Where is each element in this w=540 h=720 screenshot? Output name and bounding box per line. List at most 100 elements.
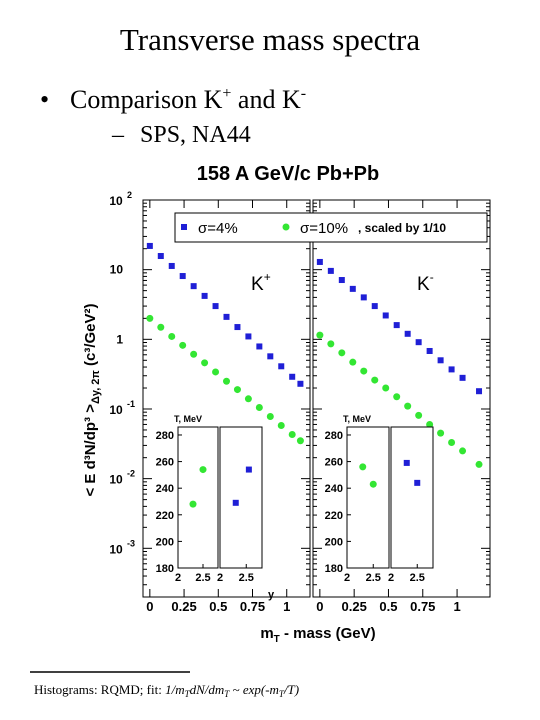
x-axis-label-text: - mass (GeV) <box>280 625 376 642</box>
data-point <box>448 439 456 447</box>
y-tick-label: 10 <box>109 194 123 208</box>
y-tick-label: 280 <box>156 430 174 442</box>
panel: 0 0.25 0.5 0.75 1 K- <box>312 199 491 614</box>
y-tick-sup: -1 <box>127 399 135 409</box>
panel-label-text: K <box>417 274 430 295</box>
data-point <box>371 376 379 384</box>
x-tick-label: 1 <box>453 599 460 614</box>
y-tick-label: 220 <box>156 510 174 522</box>
panel-frame <box>346 426 390 569</box>
footnote-sub: T <box>185 689 191 699</box>
data-point <box>393 393 401 401</box>
x-axis-label-sub: T <box>274 634 280 645</box>
data-point <box>277 421 285 429</box>
data-point <box>327 267 334 274</box>
data-point <box>168 262 175 269</box>
bullet-sup: - <box>301 85 306 102</box>
x-tick-label: 0.25 <box>342 599 367 614</box>
x-axis-label-text: m <box>260 625 273 642</box>
y-tick-label: 240 <box>325 483 343 495</box>
data-point <box>201 359 209 367</box>
data-point <box>426 420 434 428</box>
x-tick-label: 2 <box>217 572 223 584</box>
inset-y-label: T, MeV <box>343 414 371 424</box>
x-tick-label: 0 <box>146 599 153 614</box>
data-point <box>476 388 483 395</box>
panel-label: K+ <box>251 270 271 295</box>
panel: 0 0.25 0.5 0.75 1 10 2 10 1 10 -1 10 -2 10 -3 K+ <box>109 190 311 614</box>
inset-y-label: T, MeV <box>174 414 202 424</box>
legend-label: σ=4% <box>198 220 238 237</box>
x-tick-label: 2.5 <box>195 572 210 584</box>
y-axis-label-text: < E d³N/dp³ > <box>82 404 99 497</box>
y-tick-label: 280 <box>325 430 343 442</box>
data-point <box>426 347 433 354</box>
x-tick-label: 2.5 <box>239 572 254 584</box>
data-point <box>448 366 455 373</box>
data-point <box>266 413 274 421</box>
x-tick-label: 0 <box>316 599 323 614</box>
data-point <box>278 363 285 370</box>
footnote-text: dN/dm <box>190 682 225 697</box>
data-point <box>459 374 466 381</box>
footnote-text: Histograms: RQMD; fit: <box>34 682 165 697</box>
panel: 2 2.5 y <box>217 426 275 601</box>
y-tick-label: 260 <box>156 457 174 469</box>
data-point <box>201 292 208 299</box>
footnote-sub: T <box>224 689 230 699</box>
footnote-text: 1/m <box>165 682 185 697</box>
y-tick-label: 180 <box>325 563 343 575</box>
chart-title: 158 A GeV/c Pb+Pb <box>197 163 380 185</box>
y-axis-label: < E d³N/dp³ >Δy, 2π (c³/GeV²) <box>82 303 102 496</box>
data-point <box>255 404 263 412</box>
panel-frame <box>219 426 263 569</box>
bullet-text: Comparison K <box>70 85 223 114</box>
y-tick-sup: -3 <box>127 538 135 548</box>
data-point <box>190 350 198 358</box>
data-point <box>393 322 400 329</box>
data-point <box>233 386 241 394</box>
data-point <box>212 368 220 376</box>
data-point <box>404 330 411 337</box>
data-point <box>234 324 241 331</box>
data-point <box>146 242 153 249</box>
data-point <box>475 460 483 468</box>
x-tick-label: 2 <box>175 572 181 584</box>
y-tick-label: 1 <box>116 332 123 346</box>
legend-label: σ=10% <box>300 220 348 237</box>
x-tick-label: 1 <box>283 599 290 614</box>
legend-marker <box>181 224 187 230</box>
data-point <box>349 358 357 366</box>
data-point <box>338 349 346 357</box>
data-point <box>415 339 422 346</box>
y-tick-label: 240 <box>156 483 174 495</box>
data-point <box>288 431 296 439</box>
data-point <box>146 314 154 322</box>
data-point <box>459 447 467 455</box>
bullet-mark: • <box>40 85 49 114</box>
footnote-sub: T <box>279 689 285 699</box>
panel: 2 2.5 <box>388 426 434 584</box>
data-point <box>359 463 367 471</box>
y-tick-label: 200 <box>156 536 174 548</box>
data-point <box>369 480 377 488</box>
data-point <box>415 411 423 419</box>
y-tick-label: 10 <box>109 473 123 487</box>
data-point <box>232 499 239 506</box>
bullet: Comparison K+ and K- <box>70 85 306 114</box>
legend-box <box>174 212 488 243</box>
x-tick-label: 2.5 <box>410 572 425 584</box>
footnote: Histograms: RQMD; fit: 1/mTdN/dmT ~ exp(… <box>34 682 299 699</box>
inset-bg <box>391 427 433 568</box>
y-tick-label: 10 <box>110 263 124 277</box>
data-point <box>245 466 252 473</box>
y-tick-label: 180 <box>156 563 174 575</box>
panel-label-sup: - <box>430 270 434 284</box>
data-point <box>360 367 368 375</box>
data-point <box>212 303 219 310</box>
data-point <box>179 273 186 280</box>
bullet-text: and K <box>231 85 301 114</box>
